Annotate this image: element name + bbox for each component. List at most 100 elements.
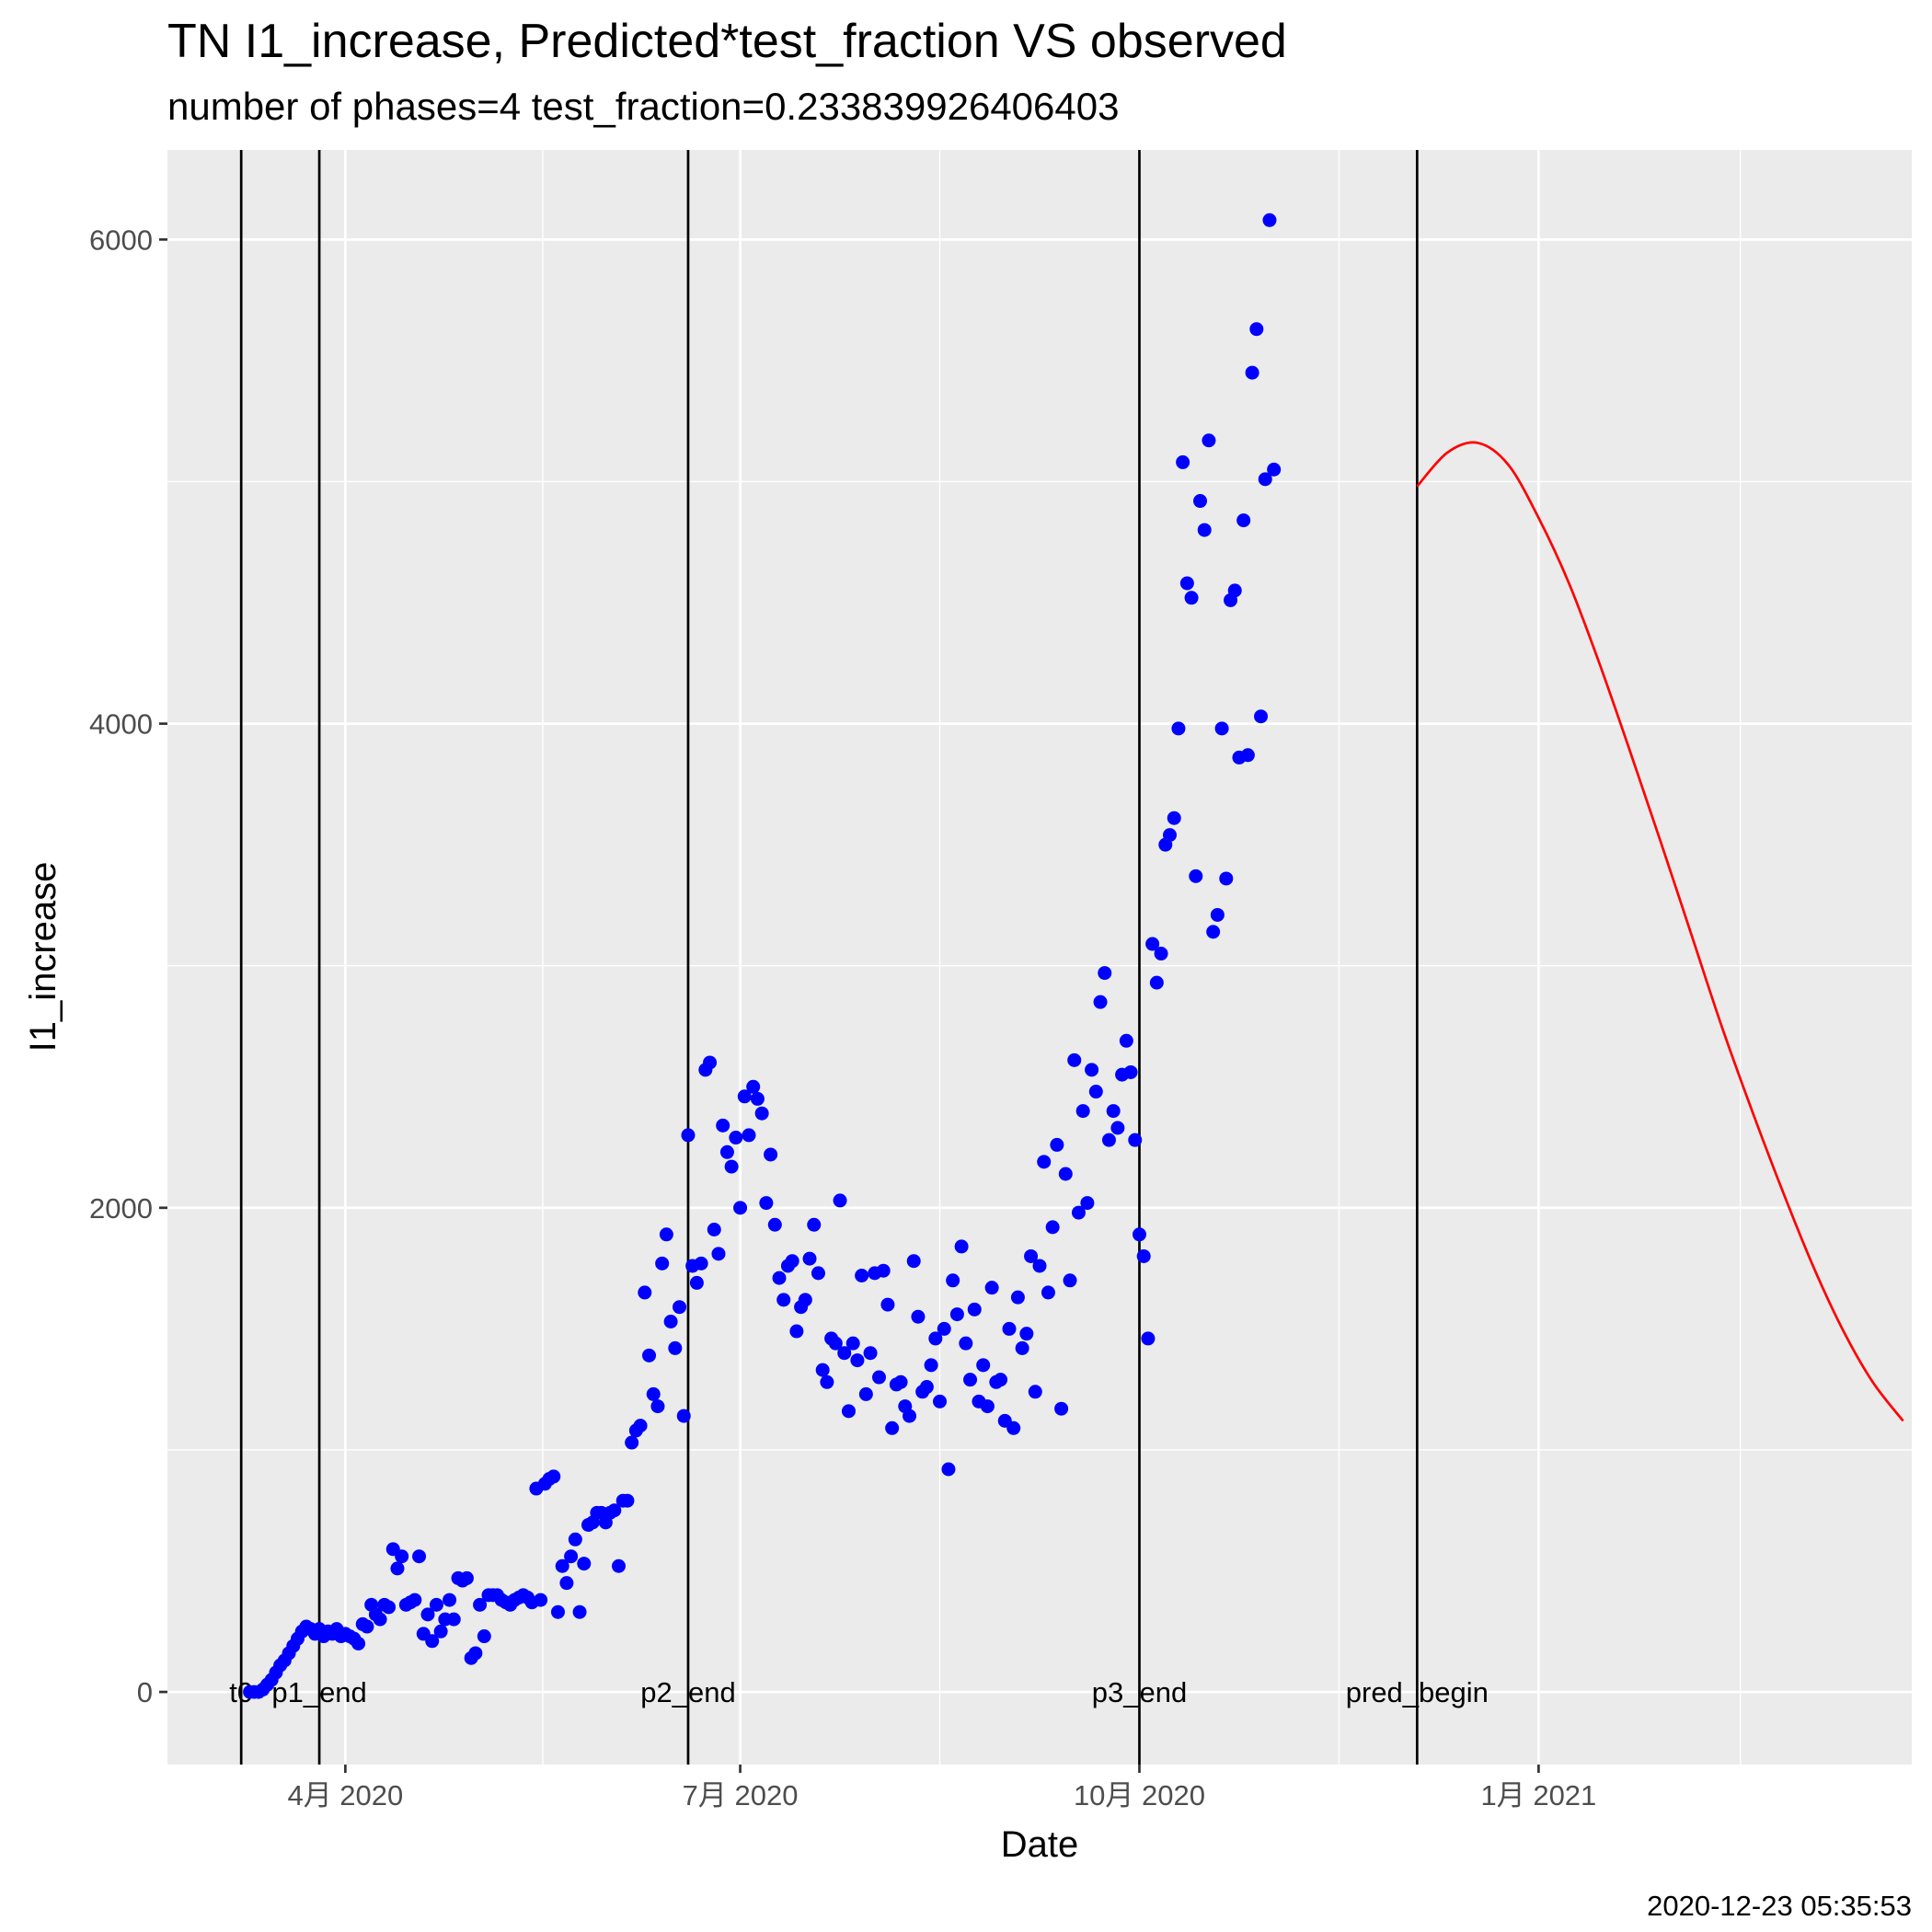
observed-point xyxy=(802,1251,817,1266)
phase-label: p1_end xyxy=(271,1676,366,1708)
observed-point xyxy=(703,1055,718,1070)
observed-point xyxy=(1219,871,1234,886)
observed-point xyxy=(1119,1033,1133,1048)
observed-point xyxy=(885,1420,900,1435)
observed-point xyxy=(1240,748,1255,763)
observed-point xyxy=(577,1557,592,1571)
observed-point xyxy=(893,1374,908,1389)
observed-point xyxy=(1141,1331,1156,1346)
observed-point xyxy=(1098,966,1112,981)
observed-point xyxy=(382,1600,397,1615)
observed-point xyxy=(555,1558,569,1573)
plot-panel xyxy=(167,150,1912,1765)
observed-point xyxy=(711,1247,726,1261)
observed-point xyxy=(1028,1385,1042,1399)
observed-point xyxy=(1075,1104,1090,1119)
phase-label: pred_begin xyxy=(1346,1676,1489,1708)
observed-point xyxy=(420,1607,435,1622)
observed-point xyxy=(1032,1259,1047,1273)
observed-point xyxy=(880,1297,895,1312)
observed-point xyxy=(1193,494,1208,509)
observed-point xyxy=(980,1399,995,1414)
observed-point xyxy=(1202,433,1216,448)
observed-point xyxy=(1015,1340,1029,1355)
observed-point xyxy=(425,1634,440,1649)
observed-point xyxy=(534,1593,548,1607)
observed-point xyxy=(871,1370,886,1385)
observed-point xyxy=(924,1358,938,1373)
observed-point xyxy=(1071,1205,1086,1220)
observed-point xyxy=(994,1373,1008,1387)
observed-point xyxy=(607,1503,622,1518)
observed-point xyxy=(1254,709,1269,724)
observed-point xyxy=(1206,925,1221,939)
observed-point xyxy=(845,1336,860,1351)
observed-point xyxy=(1019,1327,1034,1341)
observed-point xyxy=(625,1435,639,1450)
observed-point xyxy=(1024,1248,1039,1263)
observed-point xyxy=(681,1128,696,1143)
observed-point xyxy=(390,1561,405,1576)
x-tick-label: 10月 2020 xyxy=(1074,1779,1205,1811)
observed-point xyxy=(1149,975,1164,990)
observed-point xyxy=(967,1302,982,1317)
observed-point xyxy=(1210,907,1225,922)
observed-point xyxy=(1171,721,1186,736)
observed-point xyxy=(446,1612,461,1627)
observed-points xyxy=(243,213,1282,1699)
observed-point xyxy=(1128,1133,1143,1147)
observed-point xyxy=(941,1462,956,1477)
observed-point xyxy=(954,1239,969,1254)
observed-point xyxy=(828,1336,843,1351)
observed-point xyxy=(1262,213,1277,227)
observed-point xyxy=(673,1300,687,1315)
observed-point xyxy=(1063,1273,1077,1288)
observed-point xyxy=(959,1336,973,1351)
observed-point xyxy=(638,1285,652,1300)
observed-point xyxy=(1227,583,1242,598)
x-tick-label: 1月 2021 xyxy=(1480,1779,1596,1811)
observed-point xyxy=(746,1079,761,1094)
observed-point xyxy=(903,1409,917,1423)
observed-point xyxy=(1197,523,1212,537)
observed-point xyxy=(754,1106,769,1121)
observed-point xyxy=(459,1570,474,1585)
observed-point xyxy=(1110,1121,1125,1135)
observed-point xyxy=(850,1353,865,1368)
observed-point xyxy=(719,1144,734,1159)
observed-point xyxy=(1093,995,1108,1009)
observed-point xyxy=(395,1549,409,1564)
timestamp-caption: 2020-12-23 05:35:53 xyxy=(1647,1890,1912,1922)
y-tick-label: 0 xyxy=(137,1676,153,1708)
observed-point xyxy=(1085,1063,1099,1077)
observed-point xyxy=(568,1532,582,1547)
observed-point xyxy=(373,1612,387,1627)
observed-point xyxy=(933,1394,948,1409)
observed-point xyxy=(668,1340,683,1355)
observed-point xyxy=(659,1227,673,1242)
observed-point xyxy=(1058,1167,1073,1181)
observed-point xyxy=(633,1419,648,1433)
axes: 0 2000 4000 6000 4月 2020 7月 2020 10月 2020 1月 20… xyxy=(89,224,1596,1811)
observed-point xyxy=(360,1619,374,1634)
observed-point xyxy=(1136,1248,1151,1263)
observed-point xyxy=(612,1558,627,1573)
observed-point xyxy=(863,1346,878,1361)
x-tick-label: 4月 2020 xyxy=(287,1779,403,1811)
x-axis-title: Date xyxy=(1001,1824,1079,1865)
observed-point xyxy=(1214,721,1229,736)
observed-point xyxy=(1037,1155,1052,1169)
observed-point xyxy=(1045,1220,1060,1235)
observed-point xyxy=(984,1281,999,1295)
observed-point xyxy=(963,1373,978,1387)
observed-point xyxy=(776,1293,791,1307)
observed-point xyxy=(906,1254,921,1269)
observed-point xyxy=(707,1223,721,1237)
predicted-line-group xyxy=(1416,441,1904,1422)
phase-label: p2_end xyxy=(640,1676,735,1708)
y-tick-label: 2000 xyxy=(89,1192,153,1225)
chart-title: TN I1_increase, Predicted*test_fraction … xyxy=(167,15,1287,68)
x-tick-label: 7月 2020 xyxy=(683,1779,799,1811)
observed-point xyxy=(855,1269,869,1283)
